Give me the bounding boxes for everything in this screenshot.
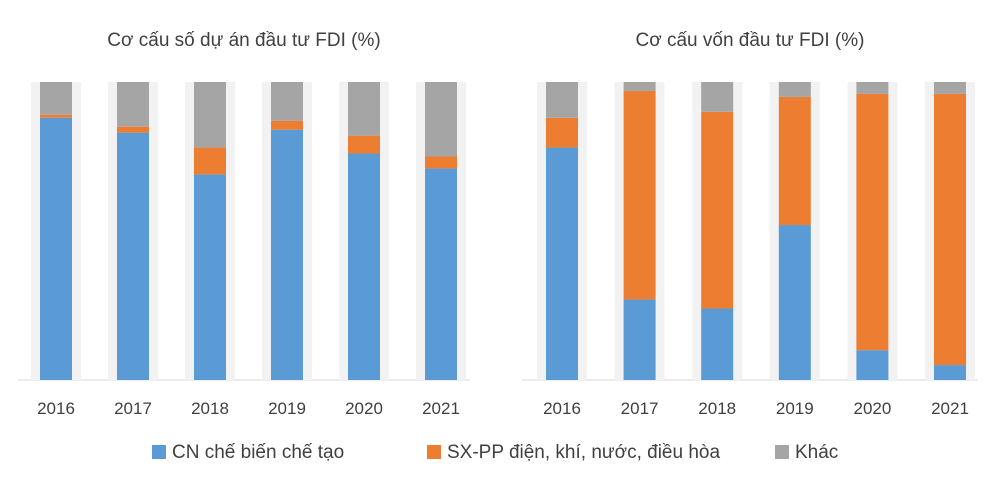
- bar-other-2018: [194, 82, 226, 148]
- bar-other-2017: [117, 82, 149, 127]
- bar-manufacturing-2018: [194, 174, 226, 380]
- x-tick-label: 2018: [191, 399, 229, 418]
- bar-utilities-2017: [623, 90, 656, 300]
- x-tick-label: 2017: [621, 399, 659, 418]
- bar-manufacturing-2020: [856, 350, 889, 380]
- bar-other-2020: [348, 82, 380, 136]
- bar-other-2021: [425, 82, 457, 157]
- bar-manufacturing-2016: [40, 117, 72, 380]
- chart-title: Cơ cấu số dự án đầu tư FDI (%): [107, 30, 380, 51]
- legend-swatch-manufacturing: [152, 445, 166, 459]
- bar-manufacturing-2017: [623, 299, 656, 380]
- x-tick-label: 2021: [931, 399, 969, 418]
- legend-swatch-other: [775, 445, 789, 459]
- chart-project-structure: Cơ cấu số dự án đầu tư FDI (%) 2016 2017 2…: [18, 30, 470, 418]
- bar-other-2019: [778, 82, 811, 97]
- bar-other-2017: [623, 82, 656, 91]
- x-tick-label: 2021: [422, 399, 460, 418]
- bar-other-2020: [856, 82, 889, 94]
- x-tick-labels: 2016 2017 2018 2019 2020 2021: [37, 399, 460, 418]
- chart-title: Cơ cấu vốn đầu tư FDI (%): [636, 30, 865, 51]
- bar-other-2018: [701, 82, 734, 112]
- x-tick-label: 2020: [853, 399, 891, 418]
- bar-utilities-2018: [194, 147, 226, 175]
- legend-label-manufacturing: CN chế biến chế tạo: [172, 442, 344, 463]
- bar-utilities-2019: [778, 96, 811, 226]
- bar-utilities-2018: [701, 111, 734, 309]
- bar-manufacturing-2019: [778, 225, 811, 380]
- bar-other-2019: [271, 82, 303, 121]
- legend-label-other: Khác: [795, 442, 838, 463]
- chart-capital-structure: Cơ cấu vốn đầu tư FDI (%) 2016 2017 2018 20…: [522, 30, 978, 418]
- bar-other-2016: [546, 82, 578, 118]
- x-tick-labels: 2016 2017 2018 2019 2020 2021: [543, 399, 969, 418]
- bar-utilities-2021: [425, 156, 457, 169]
- x-tick-label: 2016: [37, 399, 75, 418]
- x-tick-label: 2017: [114, 399, 152, 418]
- bar-group: [537, 82, 975, 380]
- x-tick-label: 2020: [345, 399, 383, 418]
- bar-manufacturing-2018: [701, 308, 734, 380]
- bar-utilities-2020: [856, 93, 889, 351]
- bar-utilities-2016: [40, 114, 72, 118]
- bar-manufacturing-2021: [934, 365, 966, 380]
- bar-utilities-2021: [934, 93, 966, 366]
- bar-manufacturing-2019: [271, 129, 303, 380]
- bar-manufacturing-2017: [117, 132, 149, 380]
- bar-utilities-2019: [271, 120, 303, 130]
- bar-utilities-2016: [546, 117, 578, 148]
- bar-utilities-2020: [348, 135, 380, 154]
- x-tick-label: 2018: [698, 399, 736, 418]
- legend: CN chế biến chế tạo SX-PP điện, khí, nướ…: [152, 442, 838, 463]
- bar-manufacturing-2021: [425, 168, 457, 380]
- bar-other-2016: [40, 82, 72, 115]
- bar-utilities-2017: [117, 126, 149, 133]
- legend-swatch-utilities: [427, 445, 441, 459]
- bar-manufacturing-2020: [348, 153, 380, 380]
- x-tick-label: 2019: [776, 399, 814, 418]
- legend-label-utilities: SX-PP điện, khí, nước, điều hòa: [447, 442, 720, 463]
- bar-other-2021: [934, 82, 966, 94]
- x-tick-label: 2019: [268, 399, 306, 418]
- bar-group: [31, 82, 466, 380]
- x-tick-label: 2016: [543, 399, 581, 418]
- bar-manufacturing-2016: [546, 147, 578, 380]
